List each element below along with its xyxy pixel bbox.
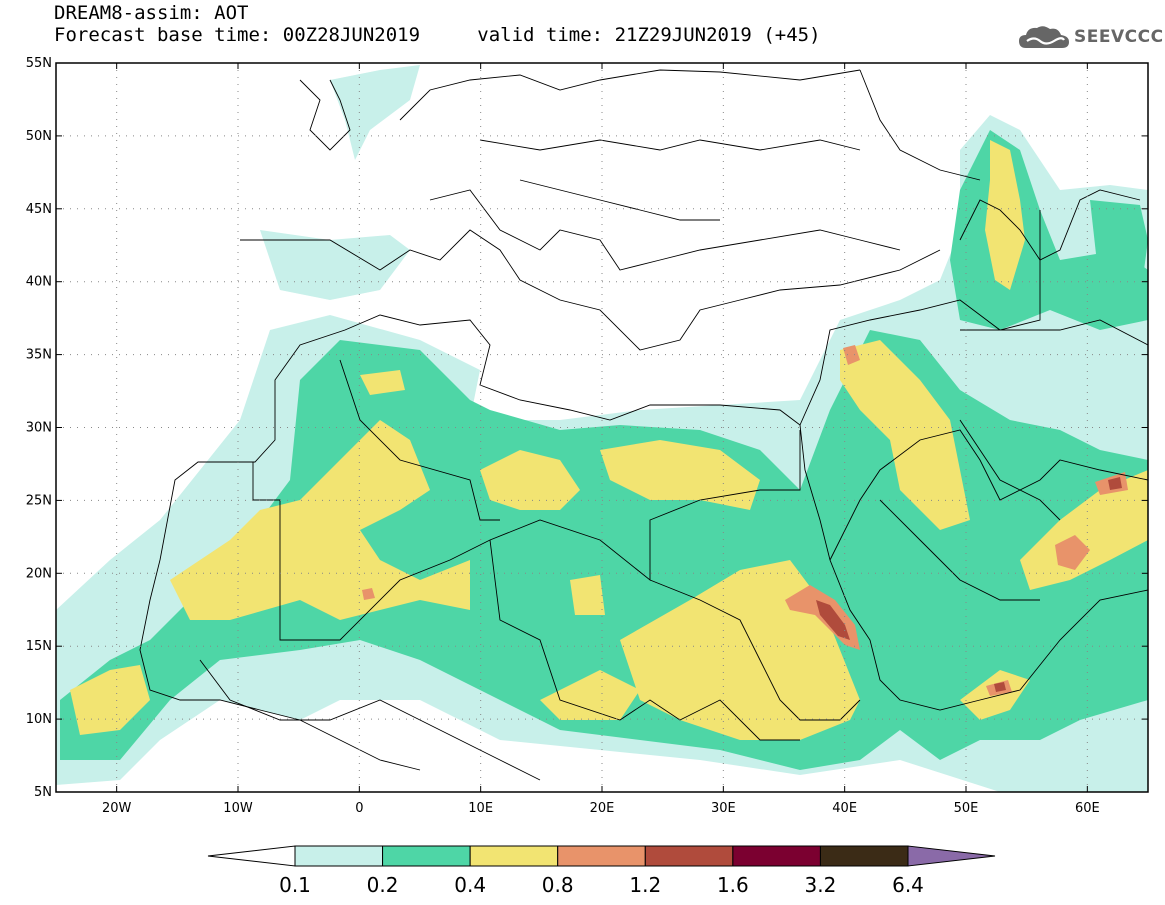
lat-label: 45N: [26, 202, 52, 217]
colorbar-swatch: [469, 845, 559, 867]
colorbar-swatch: [557, 845, 646, 867]
base-time: 00Z28JUN2019: [282, 24, 421, 46]
lat-label: 30N: [26, 421, 52, 436]
lon-label: 0: [355, 801, 363, 816]
valid-time-label: valid time:: [477, 24, 604, 46]
lat-label: 40N: [26, 275, 52, 290]
colorbar-swatch: [294, 845, 384, 867]
coastline: [399, 69, 861, 121]
colorbar-label: 6.4: [892, 873, 924, 897]
coastline: [429, 189, 901, 271]
colorbar-label: 3.2: [805, 873, 837, 897]
seevccc-logo: SEEVCCC: [1018, 24, 1164, 50]
coastline: [139, 559, 421, 771]
border: [519, 179, 720, 221]
valid-time: 21Z29JUN2019: [614, 24, 752, 46]
latitude-labels: 55N 50N 45N 40N 35N 30N 25N 20N 15N 10N 5N: [26, 56, 52, 800]
lon-label: 30E: [711, 801, 736, 816]
figure-title: DREAM8-assim: AOT Forecast base time: 00…: [54, 2, 821, 46]
colorbar-swatch: [732, 845, 821, 867]
border: [649, 579, 861, 721]
colorbar-label: 0.1: [279, 873, 311, 897]
border: [960, 210, 1041, 331]
title-line-1: DREAM8-assim: AOT: [54, 2, 249, 24]
lon-label: 10W: [223, 801, 253, 816]
border: [339, 359, 500, 521]
coastline: [799, 299, 1148, 426]
logo-text: SEEVCCC: [1074, 27, 1164, 47]
border: [199, 659, 541, 781]
lon-label: 40E: [832, 801, 857, 816]
graticule: [56, 63, 1148, 792]
lon-label: 20E: [590, 801, 615, 816]
lat-label: 25N: [26, 493, 52, 508]
coastline: [829, 429, 1148, 561]
colorbar-label: 1.6: [717, 873, 749, 897]
lat-label: 5N: [34, 785, 52, 800]
lat-label: 10N: [26, 712, 52, 727]
border: [879, 499, 1040, 601]
cloud-icon: [1019, 26, 1069, 48]
border: [959, 419, 1061, 521]
coastline: [299, 79, 351, 151]
lat-label: 50N: [26, 129, 52, 144]
colorbar-label: 0.8: [542, 873, 574, 897]
lon-label: 60E: [1075, 801, 1100, 816]
aot-field: [56, 65, 1148, 792]
colorbar-over-arrow: [907, 845, 996, 867]
colorbar-swatch: [382, 845, 471, 867]
coastline: [159, 314, 1148, 711]
lat-label: 35N: [26, 348, 52, 363]
colorbar-swatch: [644, 845, 734, 867]
forecast-lead: (+45): [763, 24, 821, 46]
border: [489, 539, 800, 741]
colorbar-label: 0.4: [454, 873, 486, 897]
border: [479, 139, 861, 151]
coastline: [240, 229, 941, 351]
lat-label: 20N: [26, 566, 52, 581]
axis-ticks: [56, 62, 1148, 793]
lat-label: 15N: [26, 639, 52, 654]
colorbar-label: 1.2: [629, 873, 661, 897]
border: [252, 430, 801, 641]
colorbar-label: 0.2: [367, 873, 399, 897]
colorbar: 0.1 0.2 0.4 0.8 1.2 1.6 3.2 6.4: [207, 845, 996, 897]
lon-label: 50E: [954, 801, 979, 816]
colorbar-swatch: [819, 845, 909, 867]
lon-label: 10E: [468, 801, 493, 816]
lon-label: 20W: [102, 801, 132, 816]
border: [859, 69, 981, 181]
longitude-labels: 20W 10W 0 10E 20E 30E 40E 50E 60E: [102, 801, 1100, 816]
colorbar-under-arrow: [207, 845, 296, 867]
base-time-label: Forecast base time:: [54, 24, 272, 46]
map-boundaries: [139, 69, 1148, 781]
lat-label: 55N: [26, 56, 52, 71]
